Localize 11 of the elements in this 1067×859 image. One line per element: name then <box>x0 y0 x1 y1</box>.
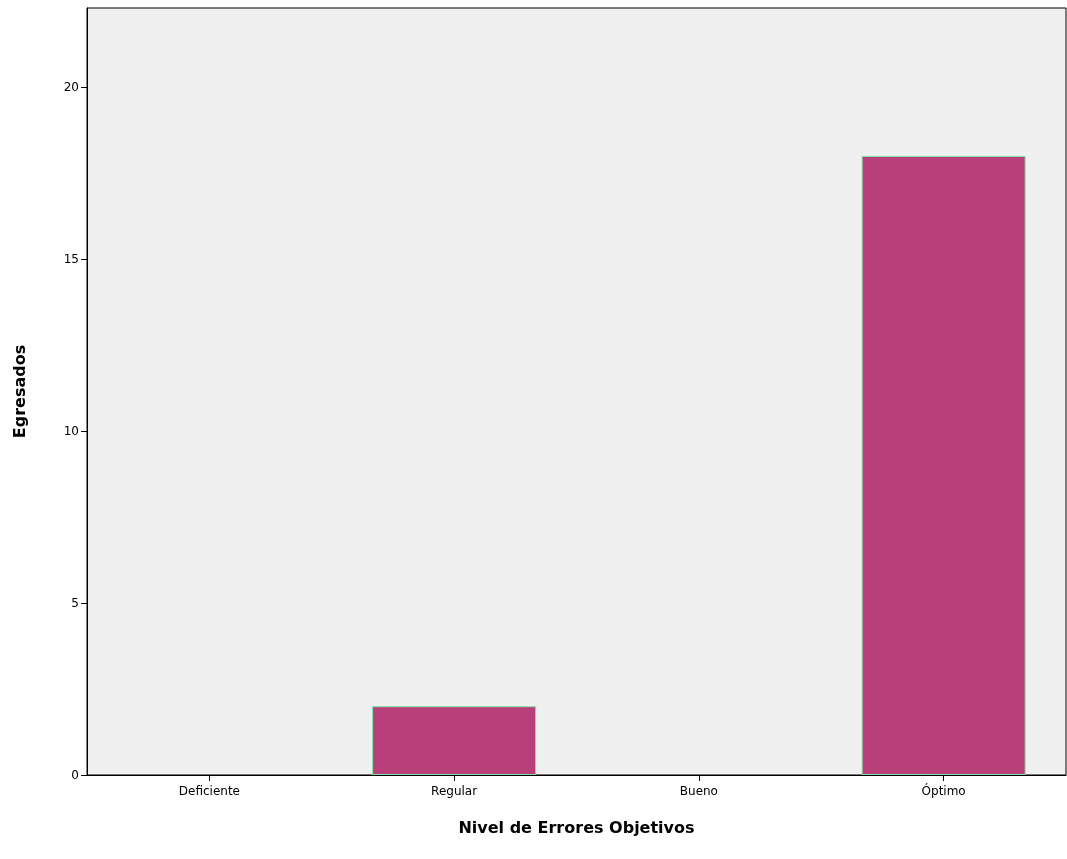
y-tick-label: 5 <box>71 596 79 611</box>
x-tick-label: Bueno <box>679 784 718 798</box>
y-tick-label: 15 <box>63 252 79 267</box>
y-axis-title: Egresados <box>9 344 29 439</box>
x-axis-title: Nivel de Errores Objetivos <box>458 817 695 837</box>
y-tick-label: 10 <box>63 424 79 439</box>
y-tick-label: 20 <box>63 80 79 95</box>
x-tick-label: Óptimo <box>921 783 966 798</box>
x-tick-label: Deficiente <box>178 784 240 798</box>
y-tick-label: 0 <box>71 768 79 782</box>
x-tick-label: Regular <box>431 784 478 798</box>
